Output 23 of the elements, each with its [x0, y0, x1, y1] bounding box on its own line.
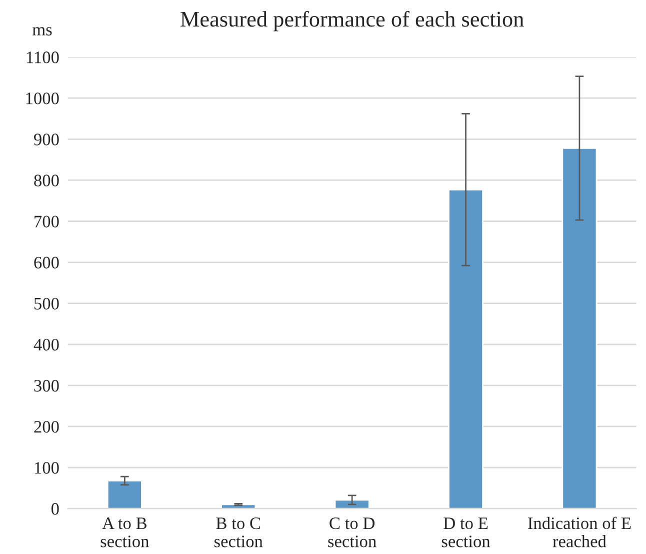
bar: [334, 499, 370, 509]
x-tick-label: B to C section: [214, 517, 263, 548]
x-tick-label: D to E section: [442, 518, 490, 548]
y-tick-label: 400: [34, 338, 59, 351]
bar: [562, 147, 598, 509]
y-tick-label: 700: [34, 216, 59, 228]
y-tick-label: 300: [34, 380, 59, 392]
y-tick-label: 200: [34, 420, 59, 433]
x-tick-label: Indication of E reached: [528, 516, 631, 548]
y-tick-label: 1000: [26, 92, 59, 104]
chart-title: Measured performance of each section: [180, 10, 524, 32]
y-axis-title: ms: [32, 27, 52, 36]
x-tick-label: C to D section: [328, 517, 376, 548]
y-tick-label: 600: [34, 256, 59, 268]
y-tick-label: 100: [34, 462, 59, 474]
y-tick-label: 500: [34, 298, 59, 310]
x-tick-label: A to B section: [100, 517, 149, 548]
y-tick-label: 1100: [26, 52, 59, 64]
y-tick-label: 900: [34, 134, 59, 146]
bar: [448, 188, 484, 509]
y-tick-label: 0: [51, 503, 59, 515]
y-tick-label: 800: [34, 174, 59, 186]
bar: [106, 480, 142, 509]
